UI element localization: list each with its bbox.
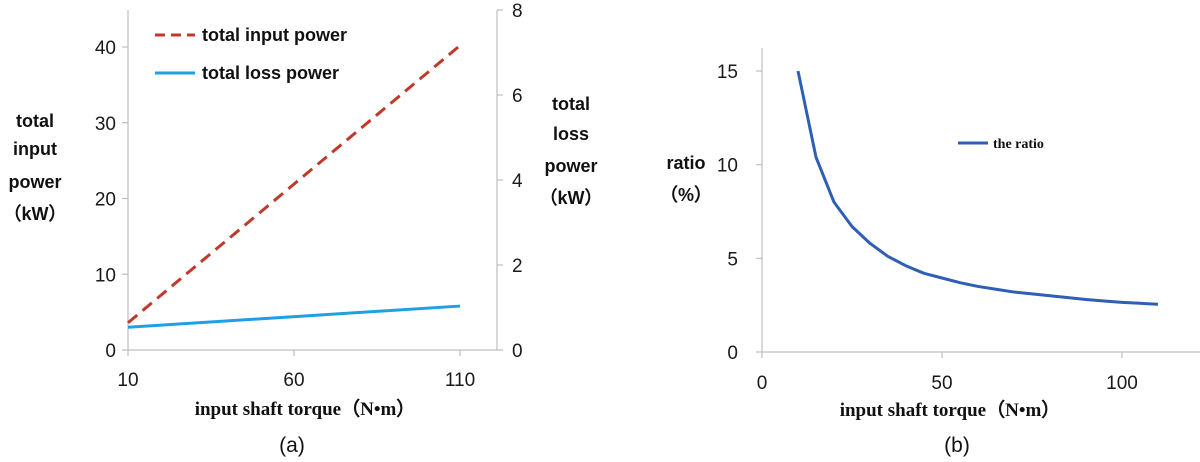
a-ylabel-right-line4: （kW） [540, 188, 603, 208]
a-right-tick-label: 0 [512, 341, 523, 362]
a-left-tick-label: 10 [95, 265, 116, 286]
a-right-tick-label: 8 [512, 1, 523, 22]
total-input-power-line [127, 44, 461, 324]
b-panel-label: (b) [944, 434, 970, 457]
a-left-tick-label: 0 [105, 341, 116, 362]
b-x-tick-label: 50 [931, 373, 952, 394]
a-right-tick-label: 6 [512, 86, 523, 107]
legend-ratio-label: the ratio [993, 137, 1044, 152]
b-y-tick-label: 15 [717, 62, 738, 83]
a-ylabel-left-line4: （kW） [4, 204, 67, 224]
panel-b: 0 5 10 15 0 50 100 the ratio ratio （%） input … [660, 48, 1200, 457]
a-x-tick-label: 110 [445, 370, 475, 391]
a-ylabel-right-line1: total [552, 94, 590, 114]
b-y-tick-label: 10 [717, 156, 738, 177]
total-loss-power-line [127, 304, 461, 329]
a-x-tick-label: 10 [117, 370, 138, 391]
a-x-tick-label: 60 [283, 370, 304, 391]
ratio-line [796, 70, 1159, 306]
a-ylabel-left-line1: total [16, 111, 54, 131]
b-xlabel: input shaft torque（N•m） [840, 398, 1061, 421]
b-y-tick-label: 5 [727, 249, 738, 270]
a-ylabel-right-line2: loss [553, 124, 589, 144]
a-left-tick-label: 40 [95, 38, 116, 59]
legend-input-power-label: total input power [202, 25, 347, 45]
a-left-tick-label: 20 [95, 190, 116, 211]
b-y-tick-label: 0 [727, 343, 738, 364]
a-ylabel-left-line2: input [13, 139, 57, 159]
b-ylabel-line2: （%） [660, 185, 712, 205]
a-ylabel-right-line3: power [544, 156, 597, 176]
a-ylabel-left-line3: power [8, 172, 61, 192]
legend-loss-power-label: total loss power [202, 63, 339, 83]
b-x-tick-label: 0 [757, 373, 768, 394]
b-ylabel-line1: ratio [666, 153, 705, 173]
a-left-tick-label: 30 [95, 114, 116, 135]
a-right-tick-label: 4 [512, 171, 523, 192]
a-panel-label: (a) [279, 434, 305, 457]
a-right-tick-label: 2 [512, 256, 523, 277]
a-xlabel: input shaft torque（N•m） [195, 397, 416, 420]
b-x-tick-label: 100 [1106, 373, 1138, 394]
